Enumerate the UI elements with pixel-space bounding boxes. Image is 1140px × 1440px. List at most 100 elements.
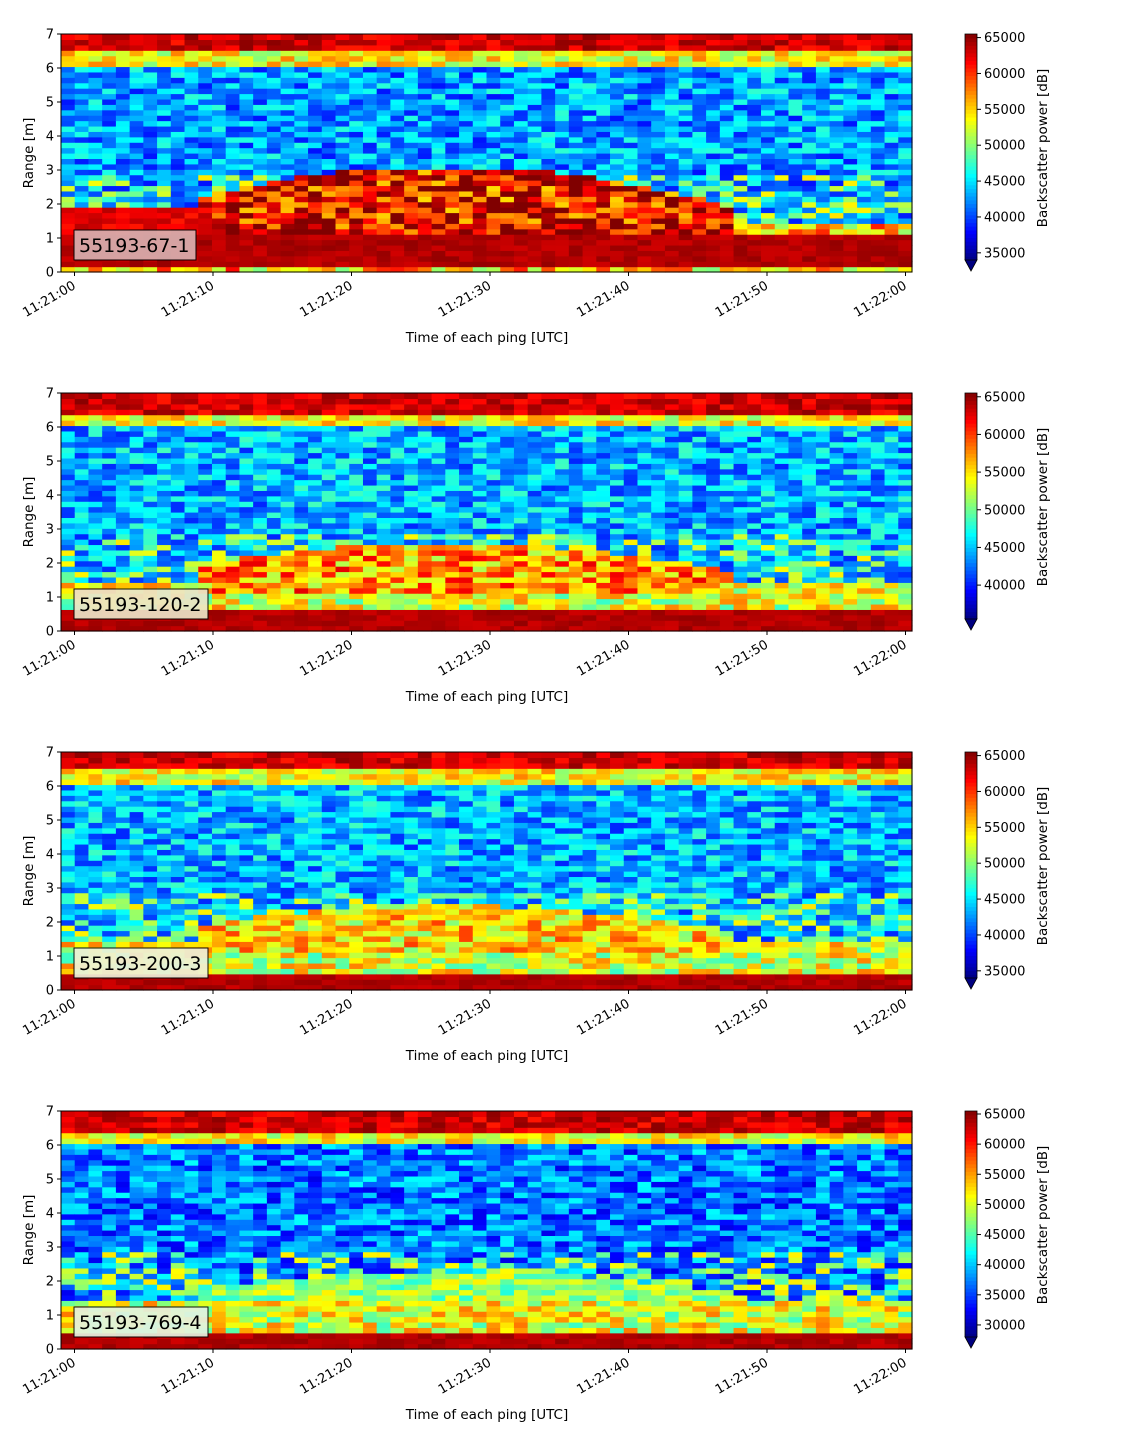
heatmap-cell: [432, 436, 446, 442]
heatmap-cell: [775, 175, 789, 181]
heatmap-cell: [294, 83, 308, 89]
heatmap-cell: [336, 425, 350, 431]
heatmap-cell: [185, 528, 199, 534]
heatmap-cell: [500, 180, 514, 186]
heatmap-cell: [555, 250, 569, 256]
heatmap-cell: [473, 61, 487, 67]
heatmap-cell: [157, 180, 171, 186]
heatmap-cell: [88, 474, 102, 480]
heatmap-cell: [830, 77, 844, 83]
heatmap-cell: [212, 218, 226, 224]
heatmap-cell: [349, 218, 363, 224]
heatmap-cell: [198, 180, 212, 186]
heatmap-cell: [569, 153, 583, 159]
heatmap-cell: [377, 458, 391, 464]
heatmap-cell: [802, 137, 816, 143]
heatmap-cell: [349, 496, 363, 502]
heatmap-cell: [116, 577, 130, 583]
heatmap-cell: [377, 180, 391, 186]
heatmap-cell: [500, 393, 514, 399]
heatmap-cell: [500, 507, 514, 513]
heatmap-cell: [363, 240, 377, 246]
heatmap-cell: [226, 34, 240, 40]
heatmap-cell: [418, 158, 432, 164]
heatmap-cell: [541, 196, 555, 202]
heatmap-cell: [171, 180, 185, 186]
heatmap-cell: [610, 496, 624, 502]
heatmap-cell: [61, 404, 75, 410]
heatmap-cell: [185, 544, 199, 550]
heatmap-cell: [294, 45, 308, 51]
heatmap-cell: [459, 544, 473, 550]
heatmap-cell: [514, 213, 528, 219]
heatmap-cell: [61, 104, 75, 110]
heatmap-cell: [336, 223, 350, 229]
heatmap-cell: [130, 180, 144, 186]
heatmap-cell: [185, 66, 199, 72]
heatmap-cell: [843, 72, 857, 78]
heatmap-cell: [432, 409, 446, 415]
heatmap-cell: [363, 94, 377, 100]
heatmap-cell: [171, 431, 185, 437]
heatmap-cell: [349, 436, 363, 442]
colorbar-segment: [965, 139, 977, 143]
heatmap-cell: [185, 458, 199, 464]
heatmap-cell: [294, 534, 308, 540]
heatmap-cell: [679, 180, 693, 186]
heatmap-cell: [720, 604, 734, 610]
heatmap-cell: [692, 261, 706, 267]
heatmap-cell: [143, 50, 157, 56]
heatmap-cell: [610, 393, 624, 399]
heatmap-cell: [130, 480, 144, 486]
heatmap-cell: [322, 544, 336, 550]
heatmap-cell: [239, 609, 253, 615]
heatmap-cell: [336, 453, 350, 459]
heatmap-cell: [761, 261, 775, 267]
heatmap-cell: [61, 61, 75, 67]
heatmap-cell: [294, 104, 308, 110]
heatmap-cell: [830, 261, 844, 267]
heatmap-cell: [555, 609, 569, 615]
heatmap-cell: [377, 544, 391, 550]
heatmap-cell: [500, 121, 514, 127]
heatmap-cell: [267, 218, 281, 224]
heatmap-cell: [596, 436, 610, 442]
heatmap-cell: [308, 561, 322, 567]
heatmap-cell: [679, 447, 693, 453]
heatmap-cell: [239, 191, 253, 197]
heatmap-cell: [624, 164, 638, 170]
heatmap-cell: [239, 415, 253, 421]
heatmap-cell: [720, 582, 734, 588]
heatmap-cell: [212, 463, 226, 469]
heatmap-cell: [322, 404, 336, 410]
heatmap-cell: [775, 45, 789, 51]
heatmap-cell: [500, 148, 514, 154]
heatmap-cell: [555, 148, 569, 154]
heatmap-cell: [336, 185, 350, 191]
heatmap-cell: [734, 137, 748, 143]
heatmap-cell: [143, 620, 157, 626]
heatmap-cell: [857, 56, 871, 62]
heatmap-cell: [61, 528, 75, 534]
heatmap-cell: [363, 480, 377, 486]
heatmap-cell: [692, 39, 706, 45]
heatmap-cell: [500, 234, 514, 240]
heatmap-cell: [651, 234, 665, 240]
heatmap-cell: [665, 250, 679, 256]
heatmap-cell: [404, 398, 418, 404]
heatmap-cell: [624, 507, 638, 513]
heatmap-cell: [720, 463, 734, 469]
heatmap-cell: [500, 490, 514, 496]
heatmap-cell: [665, 104, 679, 110]
colorbar-label: Backscatter power [dB]: [1035, 69, 1051, 228]
x-tick-label: 11:21:40: [574, 278, 632, 320]
heatmap-cell: [336, 148, 350, 154]
heatmap-cell: [528, 256, 542, 262]
heatmap-cell: [185, 126, 199, 132]
heatmap-cell: [665, 609, 679, 615]
heatmap-cell: [281, 218, 295, 224]
heatmap-cell: [432, 153, 446, 159]
heatmap-cell: [541, 588, 555, 594]
heatmap-cell: [500, 207, 514, 213]
heatmap-cell: [610, 256, 624, 262]
